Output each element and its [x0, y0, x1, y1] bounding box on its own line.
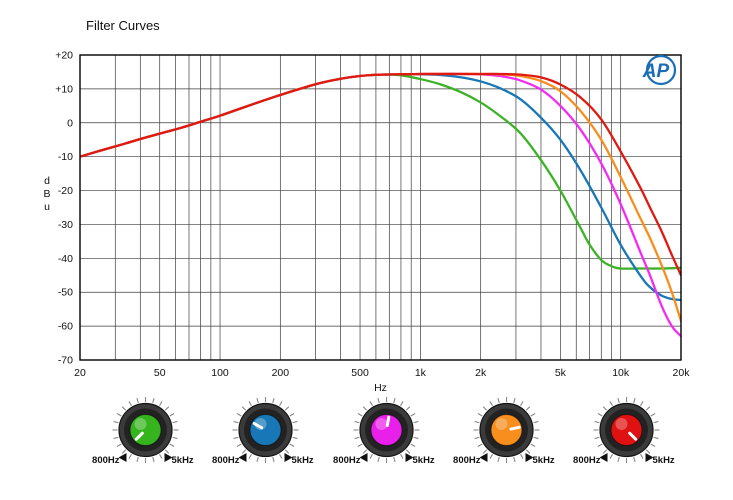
max-arrow-icon: [525, 453, 534, 462]
y-axis-label: dBu: [43, 175, 50, 213]
ap-logo: AP: [642, 54, 677, 86]
svg-text:B: B: [43, 188, 50, 200]
knob-red-pointer: [628, 431, 638, 441]
y-tick-label: +20: [55, 50, 73, 62]
min-arrow-icon: [599, 453, 608, 462]
x-axis-label: Hz: [374, 382, 387, 392]
knob-blue-pointer: [252, 422, 264, 430]
knob-blue-max-label: 5kHz: [292, 455, 314, 466]
plot-border: [79, 54, 682, 361]
knob-magenta-cap: [370, 414, 402, 446]
green-filter-curve: [80, 73, 681, 270]
knob-magenta[interactable]: 800Hz 5kHz: [327, 388, 446, 496]
x-tick-label: 5k: [555, 367, 567, 379]
x-tick-label: 200: [272, 367, 290, 379]
min-arrow-icon: [238, 453, 247, 462]
svg-text:d: d: [44, 175, 50, 187]
knob-orange-pointer: [509, 425, 521, 431]
y-tick-label: -40: [58, 253, 73, 265]
knob-red-cap: [610, 414, 643, 446]
chart-title: Filter Curves: [86, 18, 160, 33]
knob-orange[interactable]: 800Hz 5kHz: [447, 388, 566, 496]
y-tick-label: 0: [67, 117, 73, 129]
y-tick-label: +10: [55, 83, 73, 95]
knob-magenta-max-label: 5kHz: [412, 455, 434, 466]
knob-blue-dial: 800Hz 5kHz: [212, 397, 314, 466]
knob-red-min-label: 800Hz: [573, 455, 601, 466]
knob-green-min-label: 800Hz: [92, 455, 120, 466]
x-tick-label: 10k: [612, 367, 630, 379]
min-arrow-icon: [479, 453, 488, 462]
knob-green-max-label: 5kHz: [172, 455, 194, 466]
knob-green-cap: [129, 414, 162, 446]
min-arrow-icon: [359, 453, 367, 462]
y-tick-label: -30: [58, 219, 73, 231]
knob-magenta-min-label: 800Hz: [333, 455, 361, 466]
orange-filter-curve: [80, 72, 681, 323]
y-tick-label: -70: [58, 355, 73, 367]
y-tick-label: -10: [58, 151, 73, 163]
knob-magenta-dial: 800Hz 5kHz: [333, 397, 434, 466]
x-tick-label: 500: [351, 367, 369, 379]
ap-logo-text: AP: [642, 61, 670, 82]
x-tick-label: 20: [74, 367, 86, 379]
max-arrow-icon: [164, 453, 173, 462]
max-arrow-icon: [405, 453, 413, 462]
svg-text:u: u: [44, 201, 50, 213]
magenta-filter-curve: [80, 72, 681, 338]
x-tick-label: 1k: [415, 367, 427, 379]
knob-orange-max-label: 5kHz: [532, 455, 554, 466]
knob-orange-dial: 800Hz 5kHz: [453, 397, 555, 466]
y-tick-label: -20: [58, 185, 73, 197]
max-arrow-icon: [284, 453, 293, 462]
knob-orange-min-label: 800Hz: [453, 455, 481, 466]
x-tick-label: 2k: [475, 367, 487, 379]
curves: [80, 72, 681, 338]
grid: [80, 55, 681, 360]
knob-row: 800Hz 5kHz 800Hz 5kHz 800Hz 5kHz 800Hz 5kHz 800H…: [86, 388, 686, 496]
x-tick-label: 100: [211, 367, 229, 379]
knob-green[interactable]: 800Hz 5kHz: [86, 388, 205, 496]
knob-green-pointer: [134, 431, 144, 441]
y-tick-label: -60: [58, 321, 73, 333]
x-tick-label: 20k: [673, 367, 691, 379]
knob-red[interactable]: 800Hz 5kHz: [567, 388, 686, 496]
knob-red-dial: 800Hz 5kHz: [573, 397, 675, 466]
red-filter-curve: [80, 72, 681, 277]
knob-red-max-label: 5kHz: [653, 455, 675, 466]
knob-green-dial: 800Hz 5kHz: [92, 397, 194, 466]
y-tick-label: -50: [58, 287, 73, 299]
x-tick-label: 50: [154, 367, 166, 379]
knob-magenta-pointer: [385, 415, 390, 428]
max-arrow-icon: [645, 453, 654, 462]
filter-curves-chart: Filter Curves 20 50 100 200 500 1k 2k 5k 10k 20k Hz…: [43, 18, 691, 392]
knob-orange-cap: [490, 414, 523, 446]
min-arrow-icon: [118, 453, 127, 462]
knob-blue-min-label: 800Hz: [212, 455, 240, 466]
knob-blue[interactable]: 800Hz 5kHz: [206, 388, 325, 496]
knob-blue-cap: [249, 414, 282, 446]
